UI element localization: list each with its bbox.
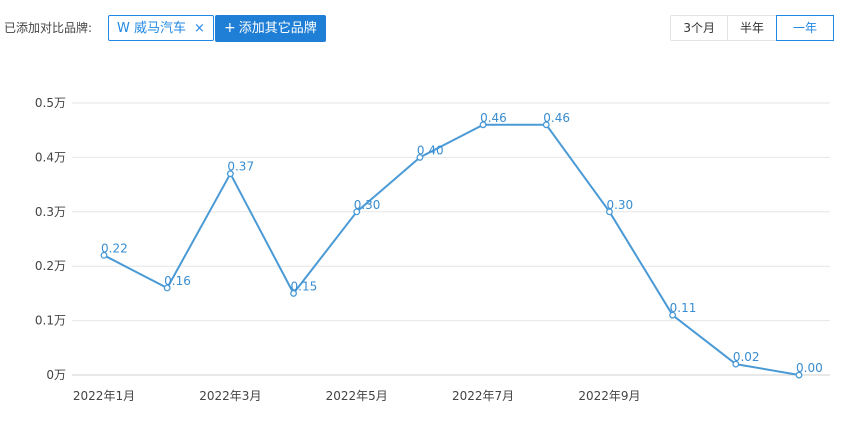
data-label: 0.46: [480, 111, 507, 125]
y-tick-label: 0.2万: [35, 259, 66, 273]
x-tick-label: 2022年9月: [578, 389, 640, 403]
data-point: [353, 208, 361, 216]
data-point: [732, 360, 740, 368]
x-tick-label: 2022年1月: [73, 389, 135, 403]
line-chart: 0万 0.1万 0.2万 0.3万 0.4万 0.5万 2022年1月 2022年3月 2022…: [35, 96, 830, 403]
y-tick-label: 0.3万: [35, 205, 66, 219]
x-tick-label: 2022年7月: [452, 389, 514, 403]
plus-icon: +: [224, 20, 236, 36]
data-label: 0.11: [670, 301, 697, 315]
brand-tag-label: W 威马汽车: [117, 21, 186, 36]
data-point: [416, 153, 424, 161]
data-label: 0.40: [417, 143, 444, 157]
data-label: 0.02: [733, 350, 760, 364]
range-one-year-button[interactable]: 一年: [775, 15, 834, 41]
data-point: [795, 371, 803, 379]
y-tick-label: 0.5万: [35, 96, 66, 110]
add-brand-label: 添加其它品牌: [238, 21, 317, 36]
data-label: 0.30: [606, 198, 633, 212]
data-point: [163, 284, 171, 292]
data-point: [606, 208, 613, 216]
y-tick-label: 0.1万: [35, 314, 66, 328]
x-tick-label: 2022年5月: [326, 389, 388, 403]
compare-brands-label: 已添加对比品牌:: [4, 21, 93, 35]
data-point: [100, 251, 108, 259]
y-tick-label: 0万: [46, 368, 66, 382]
data-point: [542, 121, 550, 129]
data-point: [290, 289, 297, 297]
x-tick-label: 2022年3月: [199, 389, 261, 403]
range-half-year-button[interactable]: 半年: [726, 16, 776, 40]
data-label: 0.15: [291, 279, 318, 293]
time-range-selector: 3个月 半年 一年: [670, 15, 834, 41]
data-label: 0.37: [227, 160, 254, 174]
data-point: [479, 121, 487, 129]
y-tick-label: 0.4万: [35, 150, 66, 164]
close-icon[interactable]: ×: [194, 21, 205, 36]
series-line: [103, 123, 800, 376]
add-brand-button[interactable]: + 添加其它品牌: [215, 15, 326, 42]
data-point: [226, 170, 234, 178]
range-3-months-button[interactable]: 3个月: [683, 21, 715, 35]
data-label: 0.00: [796, 361, 823, 375]
data-label: 0.16: [164, 274, 191, 288]
brand-tag-weima[interactable]: W 威马汽车 ×: [108, 15, 214, 41]
data-label: 0.22: [101, 241, 128, 255]
data-label: 0.46: [543, 111, 570, 125]
data-point: [669, 311, 677, 319]
data-label: 0.30: [354, 198, 381, 212]
toolbar: 已添加对比品牌: W 威马汽车 × + 添加其它品牌 3个月 半年 一年: [0, 0, 852, 58]
